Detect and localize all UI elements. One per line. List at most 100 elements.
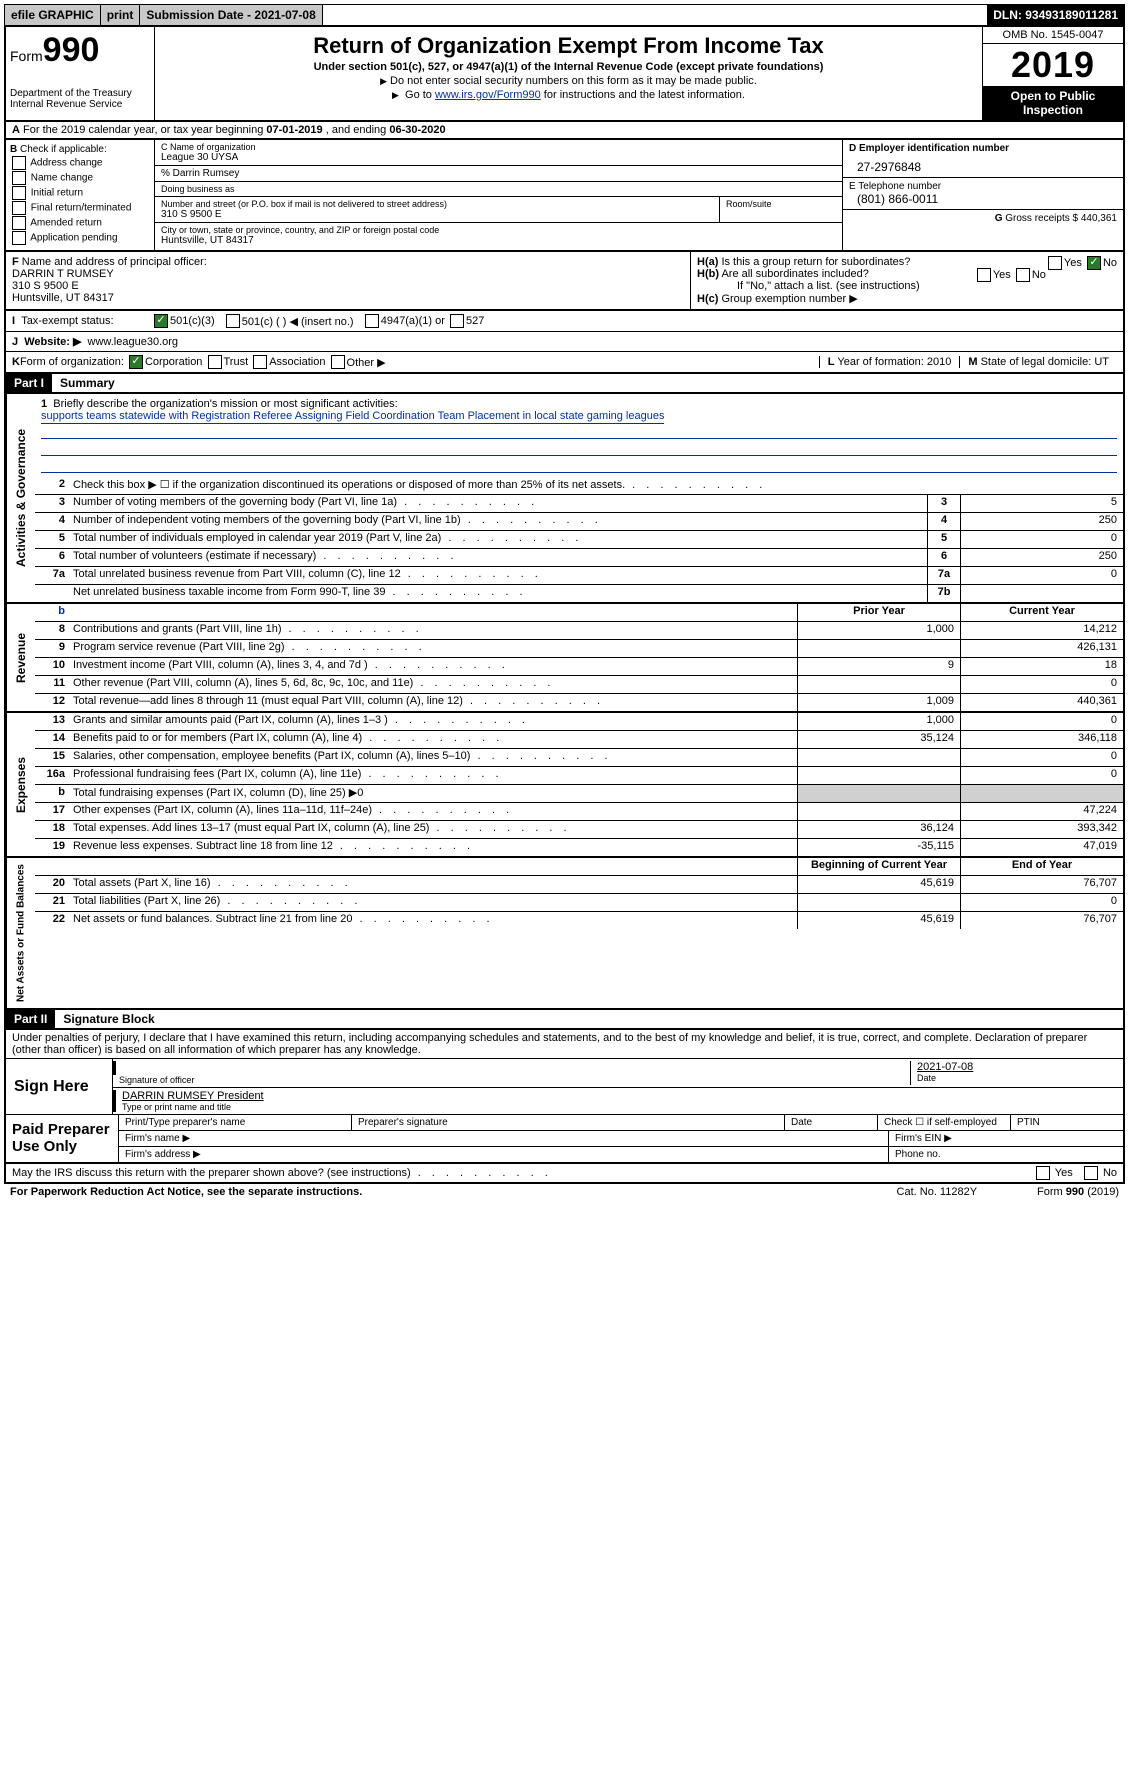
efile-button[interactable]: efile GRAPHIC: [5, 5, 101, 25]
e-phone: E Telephone number (801) 866-0011: [843, 178, 1123, 210]
trust-checkbox[interactable]: [208, 355, 222, 369]
firm-ein-label: Firm's EIN ▶: [889, 1131, 1123, 1146]
c-name-label: C Name of organization: [161, 142, 836, 152]
b-option[interactable]: Final return/terminated: [10, 201, 150, 215]
b-option[interactable]: Address change: [10, 156, 150, 170]
gov-line: 4Number of independent voting members of…: [35, 513, 1123, 531]
form990-link[interactable]: www.irs.gov/Form990: [435, 89, 541, 101]
exp-line: 16aProfessional fundraising fees (Part I…: [35, 767, 1123, 785]
exp-line: bTotal fundraising expenses (Part IX, co…: [35, 785, 1123, 803]
part1-header: Part I: [6, 374, 52, 392]
527-checkbox[interactable]: [450, 314, 464, 328]
officer-name: DARRIN T RUMSEY: [12, 268, 114, 280]
p-ptin-label: PTIN: [1011, 1115, 1123, 1130]
b-option[interactable]: Application pending: [10, 231, 150, 245]
print-button[interactable]: print: [101, 5, 141, 25]
j-text: Website: ▶: [24, 335, 81, 348]
col-c: C Name of organization League 30 UYSA % …: [155, 140, 842, 250]
c-dba-cell: Doing business as: [155, 182, 842, 197]
hb-yes-checkbox[interactable]: [977, 268, 991, 282]
4947-checkbox[interactable]: [365, 314, 379, 328]
officer-name-title: DARRIN RUMSEY President: [122, 1090, 1117, 1102]
room-label: Room/suite: [726, 199, 836, 209]
form-ref: Form 990 (2019): [1037, 1186, 1119, 1198]
ha-yes-checkbox[interactable]: [1048, 256, 1062, 270]
k-o2: Trust: [224, 356, 249, 368]
501c-checkbox[interactable]: [226, 314, 240, 328]
other-checkbox[interactable]: [331, 355, 345, 369]
k-o3: Association: [269, 356, 325, 368]
b-option[interactable]: Amended return: [10, 216, 150, 230]
form-title: Return of Organization Exempt From Incom…: [165, 33, 972, 59]
k-o1: Corporation: [145, 356, 202, 368]
form-990: 990: [43, 31, 100, 69]
side-expenses: Expenses: [6, 713, 35, 856]
expenses-section: Expenses 13Grants and similar amounts pa…: [4, 713, 1125, 858]
a-text: For the 2019 calendar year, or tax year …: [23, 124, 266, 136]
501c3-checkbox[interactable]: [154, 314, 168, 328]
assoc-checkbox[interactable]: [253, 355, 267, 369]
discuss-row: May the IRS discuss this return with the…: [4, 1164, 1125, 1184]
side-governance: Activities & Governance: [6, 394, 35, 602]
form-header: Form990 Department of the Treasury Inter…: [4, 26, 1125, 122]
submission-date: Submission Date - 2021-07-08: [140, 5, 322, 25]
discuss-no-checkbox[interactable]: [1084, 1166, 1098, 1180]
i-o4: 527: [466, 315, 484, 327]
dln-label: DLN:: [993, 8, 1025, 22]
form-id-col: Form990 Department of the Treasury Inter…: [6, 27, 155, 120]
m-val: UT: [1094, 356, 1109, 368]
inspect1: Open to Public: [986, 89, 1120, 103]
gov-line: Net unrelated business taxable income fr…: [35, 585, 1123, 602]
dba-label: Doing business as: [161, 184, 836, 194]
d-ein: D Employer identification number 27-2976…: [843, 140, 1123, 178]
hc-text: Group exemption number ▶: [718, 293, 857, 305]
hb-no-checkbox[interactable]: [1016, 268, 1030, 282]
dept-treasury: Department of the Treasury: [10, 88, 150, 99]
cat-no: Cat. No. 11282Y: [897, 1186, 978, 1198]
rev-line: 8Contributions and grants (Part VIII, li…: [35, 622, 1123, 640]
prior-year-header: Prior Year: [797, 604, 960, 621]
discuss-yes-checkbox[interactable]: [1036, 1166, 1050, 1180]
col-de: D Employer identification number 27-2976…: [842, 140, 1123, 250]
k-o4: Other ▶: [347, 356, 386, 369]
b-option[interactable]: Initial return: [10, 186, 150, 200]
e-label: E Telephone number: [849, 181, 1117, 192]
rev-line: 9Program service revenue (Part VIII, lin…: [35, 640, 1123, 658]
b-option[interactable]: Name change: [10, 171, 150, 185]
ha-yes: Yes: [1064, 257, 1082, 269]
sign-here-row: Sign Here Signature of officer 2021-07-0…: [6, 1058, 1123, 1114]
k-label: K: [12, 356, 20, 368]
submission-value: 2021-07-08: [254, 8, 315, 22]
part2-header: Part II: [6, 1010, 55, 1028]
governance-section: Activities & Governance 1 Briefly descri…: [4, 394, 1125, 604]
city-value: Huntsville, UT 84317: [161, 235, 836, 246]
submission-label: Submission Date -: [146, 8, 254, 22]
gov-line: 5Total number of individuals employed in…: [35, 531, 1123, 549]
a-label: A: [12, 124, 20, 136]
note-goto: Go to www.irs.gov/Form990 for instructio…: [165, 89, 972, 101]
ha-no-checkbox[interactable]: [1087, 256, 1101, 270]
part2-title: Signature Block: [55, 1010, 162, 1028]
a-begin: 07-01-2019: [266, 124, 322, 136]
k-text: Form of organization:: [20, 356, 124, 368]
form-prefix: Form: [10, 48, 43, 64]
note-ssn: Do not enter social security numbers on …: [165, 75, 972, 87]
preparer-row1: Print/Type preparer's name Preparer's si…: [119, 1115, 1123, 1131]
signature-block: Under penalties of perjury, I declare th…: [4, 1030, 1125, 1164]
sig-officer-row: Signature of officer 2021-07-08 Date: [113, 1059, 1123, 1088]
underline: [41, 441, 1117, 456]
c-name-cell: C Name of organization League 30 UYSA: [155, 140, 842, 166]
phone-label: Phone no.: [889, 1147, 1123, 1162]
current-year-header: Current Year: [960, 604, 1123, 621]
perjury-text: Under penalties of perjury, I declare th…: [6, 1030, 1123, 1058]
firm-addr-label: Firm's address ▶: [119, 1147, 889, 1162]
p-check-label: Check ☐ if self-employed: [878, 1115, 1011, 1130]
f-officer: F Name and address of principal officer:…: [6, 252, 690, 309]
section-bcdeg: B Check if applicable: Address change Na…: [4, 140, 1125, 252]
mission-label: Briefly describe the organization's miss…: [53, 398, 397, 410]
hc-label: H(c): [697, 293, 718, 305]
hb-yes: Yes: [993, 269, 1011, 281]
exp-line: 15Salaries, other compensation, employee…: [35, 749, 1123, 767]
corp-checkbox[interactable]: [129, 355, 143, 369]
row-fh: F Name and address of principal officer:…: [4, 252, 1125, 311]
